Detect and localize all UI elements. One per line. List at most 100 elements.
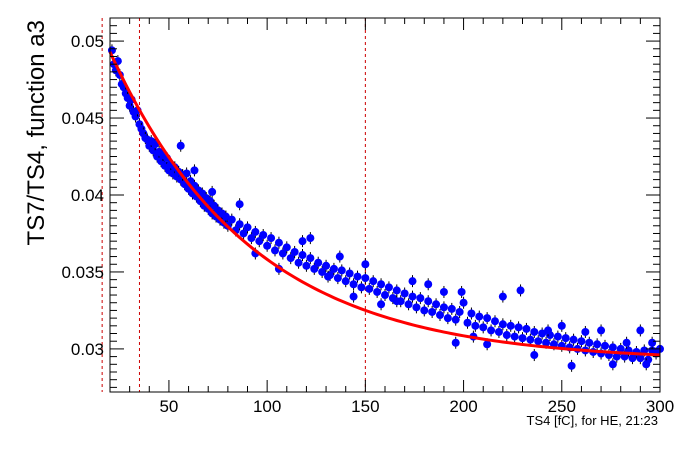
point-marker xyxy=(514,323,523,332)
point-marker xyxy=(530,327,539,336)
data-point xyxy=(349,290,358,303)
point-marker xyxy=(567,361,576,370)
data-point xyxy=(451,336,460,349)
point-marker xyxy=(412,303,421,312)
point-marker xyxy=(259,231,268,240)
data-point xyxy=(381,289,389,302)
point-marker xyxy=(329,264,338,273)
data-point xyxy=(601,339,609,352)
point-marker xyxy=(392,286,401,295)
data-point xyxy=(271,244,279,257)
point-marker xyxy=(432,300,441,309)
fit-curve xyxy=(108,51,661,357)
y-axis-label: TS7/TS4, function a3 xyxy=(23,20,50,245)
data-point xyxy=(251,225,260,238)
point-marker xyxy=(377,280,386,289)
x-tick-label: 300 xyxy=(646,397,674,416)
point-marker xyxy=(381,291,389,300)
data-point xyxy=(235,198,244,211)
data-point xyxy=(593,338,602,351)
point-marker xyxy=(648,338,657,347)
point-marker xyxy=(475,312,484,321)
point-marker xyxy=(585,338,594,347)
point-marker xyxy=(416,294,425,303)
point-marker xyxy=(483,314,492,323)
x-tick-label: 150 xyxy=(351,397,379,416)
data-point xyxy=(463,316,472,329)
data-point xyxy=(553,330,562,343)
data-point xyxy=(530,349,539,362)
point-marker xyxy=(534,337,543,346)
y-tick-label: 0.045 xyxy=(61,109,104,128)
point-marker xyxy=(601,341,609,350)
data-point xyxy=(436,309,444,322)
point-marker xyxy=(636,354,645,363)
point-marker xyxy=(455,307,464,316)
point-marker xyxy=(357,283,366,292)
y-tick-label: 0.05 xyxy=(71,32,104,51)
point-marker xyxy=(404,300,413,309)
y-tick-label: 0.04 xyxy=(71,186,104,205)
point-marker xyxy=(530,351,539,360)
data-point xyxy=(365,282,374,295)
data-point xyxy=(298,249,307,262)
data-point xyxy=(526,333,535,346)
point-marker xyxy=(337,266,346,275)
point-marker xyxy=(510,332,519,341)
point-marker xyxy=(392,297,401,306)
data-point xyxy=(392,284,401,297)
point-marker xyxy=(443,314,452,323)
data-point xyxy=(510,330,519,343)
data-point xyxy=(349,278,358,291)
data-point xyxy=(506,319,515,332)
data-point xyxy=(514,321,523,334)
data-point xyxy=(190,164,199,177)
data-point xyxy=(577,335,586,348)
x-axis-label: TS4 [fC], for HE, 21:23 xyxy=(527,413,659,428)
data-point xyxy=(314,256,323,269)
data-point xyxy=(424,278,433,291)
data-point xyxy=(267,232,276,245)
data-point xyxy=(447,302,456,315)
data-point xyxy=(243,221,252,234)
data-point xyxy=(622,336,631,349)
data-point xyxy=(518,332,527,345)
data-point xyxy=(255,235,264,248)
data-point xyxy=(298,235,307,248)
point-marker xyxy=(373,287,382,296)
point-marker xyxy=(471,321,480,330)
point-marker xyxy=(365,284,374,293)
point-marker xyxy=(251,227,260,236)
point-marker xyxy=(306,234,315,243)
data-point xyxy=(235,218,244,231)
point-marker xyxy=(349,280,358,289)
data-point xyxy=(530,325,539,338)
data-point xyxy=(290,245,299,258)
point-marker xyxy=(247,234,256,243)
data-point xyxy=(353,270,362,283)
point-marker xyxy=(451,315,460,324)
point-marker xyxy=(239,229,248,238)
data-point xyxy=(404,298,413,311)
data-point xyxy=(333,272,342,285)
point-marker xyxy=(487,326,496,335)
point-marker xyxy=(353,272,362,281)
data-point xyxy=(259,229,268,242)
x-tick-label: 250 xyxy=(548,397,576,416)
point-marker xyxy=(491,317,499,326)
data-point xyxy=(642,358,651,371)
data-point xyxy=(400,287,409,300)
data-point xyxy=(324,270,333,283)
point-marker xyxy=(341,277,350,286)
point-marker xyxy=(597,326,606,335)
point-marker xyxy=(561,334,570,343)
data-point xyxy=(361,258,370,271)
point-marker xyxy=(255,237,264,246)
data-point xyxy=(567,359,576,372)
data-point xyxy=(282,241,291,254)
point-marker xyxy=(408,292,417,301)
data-point xyxy=(471,319,480,332)
point-marker xyxy=(447,304,456,313)
point-marker xyxy=(190,166,199,175)
